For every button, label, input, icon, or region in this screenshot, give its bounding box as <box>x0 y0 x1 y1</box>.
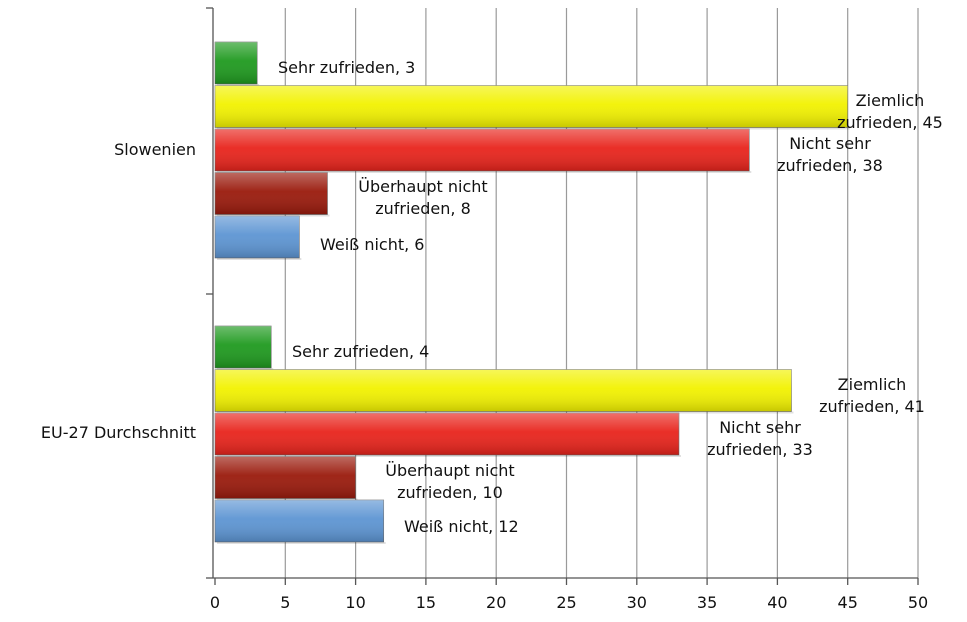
x-tick-label: 5 <box>280 593 290 612</box>
data-label: Weiß nicht, 12 <box>404 517 519 536</box>
x-tick-label: 25 <box>556 593 576 612</box>
bar-shadow <box>217 542 386 544</box>
bar-shadow <box>217 84 260 86</box>
bar-shading <box>215 42 258 84</box>
data-label: Nicht sehr zufrieden, 33 <box>707 418 813 459</box>
x-tick-label: 35 <box>697 593 717 612</box>
x-tick-label: 20 <box>486 593 506 612</box>
bar-shadow <box>217 214 330 217</box>
bar-shading <box>215 413 679 455</box>
bar-shading <box>215 369 792 412</box>
data-label: Überhaupt nicht zufrieden, 8 <box>358 177 487 218</box>
bar-shading <box>215 216 300 258</box>
bars <box>214 41 850 544</box>
bar-shadow <box>217 455 681 457</box>
data-labels: Sehr zufrieden, 3 Sehr zufrieden, 4 Ziemli… <box>278 58 943 536</box>
bar-shading <box>215 500 384 542</box>
data-label: Sehr zufrieden, 4 <box>292 342 429 361</box>
bar-shadow <box>217 411 794 414</box>
data-label: Nicht sehr zufrieden, 38 <box>777 134 883 175</box>
x-tick-label: 30 <box>627 593 647 612</box>
category-label: EU-27 Durchschnitt <box>41 423 196 442</box>
category-label: Slowenien <box>114 140 196 159</box>
bar-shadow <box>217 171 752 173</box>
bar-shading <box>215 85 848 128</box>
data-label: Weiß nicht, 6 <box>320 235 424 254</box>
x-tick-label: 10 <box>345 593 365 612</box>
x-tick-label: 40 <box>767 593 787 612</box>
bar-shading <box>215 172 328 215</box>
data-label: Sehr zufrieden, 3 <box>278 58 415 77</box>
data-label: Ziemlich zufrieden, 41 <box>819 375 925 416</box>
x-tick-label: 50 <box>908 593 928 612</box>
data-label: Ziemlich zufrieden, 45 <box>837 91 943 132</box>
bar-shadow <box>217 368 274 370</box>
bar-shadow <box>217 498 358 501</box>
bar-shading <box>215 326 272 368</box>
x-tick-label: 0 <box>210 593 220 612</box>
bar-shadow <box>217 127 850 130</box>
data-label: Überhaupt nicht zufrieden, 10 <box>385 461 514 502</box>
bar-shadow <box>217 258 302 260</box>
bar-shading <box>215 129 750 171</box>
x-tick-label: 45 <box>838 593 858 612</box>
x-tick-label: 15 <box>416 593 436 612</box>
axes: 0 5 10 15 20 25 30 35 40 45 50 Slowenien EU-27 Durch… <box>41 7 928 612</box>
bar-shading <box>215 456 356 499</box>
